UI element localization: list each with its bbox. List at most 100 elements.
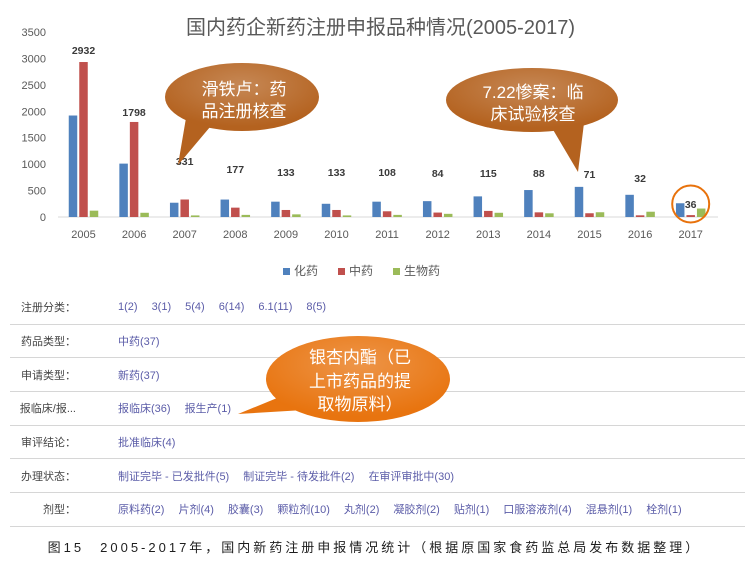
- y-tick-label-3500: 3500: [22, 27, 46, 39]
- bar-tcm-2009: [281, 209, 291, 217]
- filter-option[interactable]: 栓剂(1): [646, 504, 682, 517]
- bar-tcm-2013: [484, 210, 493, 217]
- x-tick-label-2005: 2005: [71, 229, 95, 241]
- filter-option[interactable]: 颗粒剂(10): [277, 504, 330, 517]
- bar-biologic-2013: [494, 212, 504, 217]
- x-tick-label-2011: 2011: [375, 229, 399, 241]
- bar-biologic-2007: [190, 215, 200, 217]
- data-label-tcm-2014: 88: [533, 168, 545, 180]
- filter-table: 注册分类： 1(2) 3(1) 5(4) 6(14) 6.1(11) 8(5) 药品类型： 中药…: [10, 291, 745, 527]
- x-tick-label-2009: 2009: [274, 229, 298, 241]
- bar-biologic-2011: [393, 214, 402, 217]
- bar-biologic-2017: [696, 208, 706, 217]
- x-tick-label-2010: 2010: [324, 229, 348, 241]
- data-label-tcm-2005: 2932: [72, 45, 96, 57]
- filter-option[interactable]: 6.1(11): [258, 301, 293, 314]
- data-label-tcm-2009: 133: [277, 167, 295, 179]
- bar-chemical-drug-2012: [422, 201, 432, 217]
- chart-title: 国内药企新药注册申报品种情况(2005-2017): [186, 17, 575, 39]
- filter-option[interactable]: 混悬剂(1): [585, 504, 633, 517]
- filter-option[interactable]: 在审评审批中(30): [368, 470, 454, 483]
- data-label-tcm-2011: 108: [378, 167, 396, 179]
- x-tick-label-2014: 2014: [527, 229, 551, 241]
- bar-tcm-2006: [129, 121, 139, 217]
- filter-label-registration-class: 注册分类：: [21, 302, 76, 315]
- bar-chemical-drug-2016: [625, 194, 634, 217]
- data-label-tcm-2007: 331: [176, 156, 194, 168]
- bar-tcm-2008: [231, 207, 240, 217]
- filter-option[interactable]: 报临床(36): [118, 403, 171, 416]
- bar-biologic-2005: [89, 210, 99, 217]
- bar-biologic-2010: [342, 215, 352, 217]
- filter-option[interactable]: 6(14): [218, 301, 245, 314]
- filter-option[interactable]: 原料药(2): [118, 504, 165, 517]
- bar-tcm-2012: [433, 212, 442, 217]
- filter-options: 1(2) 3(1) 5(4) 6(14) 6.1(11) 8(5): [118, 301, 326, 313]
- x-tick-label-2008: 2008: [223, 229, 247, 241]
- data-label-tcm-2012: 84: [432, 168, 444, 180]
- bar-tcm-2017: [686, 215, 695, 217]
- filter-option[interactable]: 3(1): [151, 301, 172, 314]
- filter-option[interactable]: 贴剂(1): [453, 504, 490, 517]
- bar-tcm-2015: [585, 213, 594, 217]
- bar-biologic-2016: [646, 211, 655, 217]
- filter-option[interactable]: 8(5): [306, 301, 326, 314]
- legend-swatch-biologic: [393, 267, 401, 275]
- filter-option[interactable]: 口服溶液剂(4): [503, 504, 572, 517]
- filter-row-clinical-or-production: 报临床/报... 报临床(36) 报生产(1): [10, 392, 745, 426]
- filter-option[interactable]: 新药(37): [118, 369, 160, 382]
- bar-biologic-2015: [595, 212, 605, 217]
- data-label-tcm-2006: 1798: [122, 107, 146, 119]
- filter-options: 原料药(2) 片剂(4) 胶囊(3) 颗粒剂(10) 丸剂(2) 凝胶剂(2) 贴剂(1) 口…: [118, 501, 682, 517]
- bar-biologic-2009: [292, 214, 301, 217]
- data-label-tcm-2010: 133: [328, 167, 346, 179]
- filter-label-application-type: 申请类型：: [21, 369, 76, 382]
- bar-chemical-drug-2006: [119, 163, 128, 217]
- filter-option[interactable]: 制证完毕 - 已发批件(5): [118, 470, 230, 483]
- filter-options: 制证完毕 - 已发批件(5) 制证完毕 - 待发批件(2) 在审评审批中(30): [118, 468, 454, 484]
- y-tick-label-0: 0: [40, 212, 46, 224]
- filter-option[interactable]: 1(2): [118, 301, 138, 314]
- bar-chemical-drug-2005: [68, 115, 78, 217]
- filter-row-registration-class: 注册分类： 1(2) 3(1) 5(4) 6(14) 6.1(11) 8(5): [10, 291, 745, 325]
- data-label-tcm-2013: 115: [480, 168, 497, 180]
- figure-caption: 图15 2005-2017年，国内新药注册申报情况统计（根据原国家食药监总局发布…: [47, 540, 702, 555]
- filter-options: 报临床(36) 报生产(1): [118, 400, 231, 416]
- filter-option[interactable]: 批准临床(4): [118, 437, 176, 450]
- y-tick-label-1500: 1500: [22, 133, 46, 145]
- x-tick-label-2013: 2013: [476, 229, 500, 241]
- filter-option[interactable]: 中药(37): [118, 336, 160, 349]
- filter-options: 批准临床(4): [118, 434, 175, 450]
- bar-biologic-2012: [443, 213, 453, 217]
- bar-tcm-2010: [332, 209, 341, 217]
- filter-options: 中药(37): [118, 333, 160, 349]
- filter-option[interactable]: 胶囊(3): [227, 504, 264, 517]
- bar-chemical-drug-2010: [321, 203, 331, 217]
- bar-chart: 0 500 1000 1500 2000 2500 3000 3500 2005 2006 2007…: [22, 27, 718, 241]
- x-tick-label-2006: 2006: [122, 229, 146, 241]
- filter-row-review-conclusion: 审评结论： 批准临床(4): [10, 426, 745, 460]
- bar-tcm-2016: [635, 215, 645, 217]
- filter-option[interactable]: 5(4): [185, 301, 205, 314]
- legend-label-chemical-drug: 化药: [294, 264, 319, 278]
- filter-option[interactable]: 报生产(1): [184, 403, 232, 416]
- legend-label-tcm: 中药: [349, 264, 374, 278]
- filter-option[interactable]: 片剂(4): [178, 504, 214, 517]
- bar-biologic-2014: [545, 213, 554, 217]
- x-tick-label-2015: 2015: [577, 229, 601, 241]
- legend-item-biologic: 生物药: [393, 263, 440, 279]
- y-tick-label-2000: 2000: [22, 106, 46, 118]
- bar-chemical-drug-2017: [675, 203, 685, 217]
- filter-option[interactable]: 丸剂(2): [343, 504, 380, 517]
- filter-option[interactable]: 制证完毕 - 待发批件(2): [243, 470, 355, 483]
- highlight-circle-2017: [671, 184, 711, 224]
- filter-option[interactable]: 凝胶剂(2): [393, 504, 440, 517]
- bar-biologic-2006: [140, 212, 149, 217]
- filter-row-dosage-form: 剂型： 原料药(2) 片剂(4) 胶囊(3) 颗粒剂(10) 丸剂(2) 凝胶剂(2) 贴剂(…: [10, 493, 745, 527]
- y-tick-label-3000: 3000: [22, 53, 46, 65]
- bar-chemical-drug-2009: [271, 201, 280, 217]
- bar-biologic-2008: [241, 214, 251, 217]
- filter-label-drug-type: 药品类型：: [21, 336, 76, 349]
- data-label-tcm-2016: 32: [634, 173, 646, 185]
